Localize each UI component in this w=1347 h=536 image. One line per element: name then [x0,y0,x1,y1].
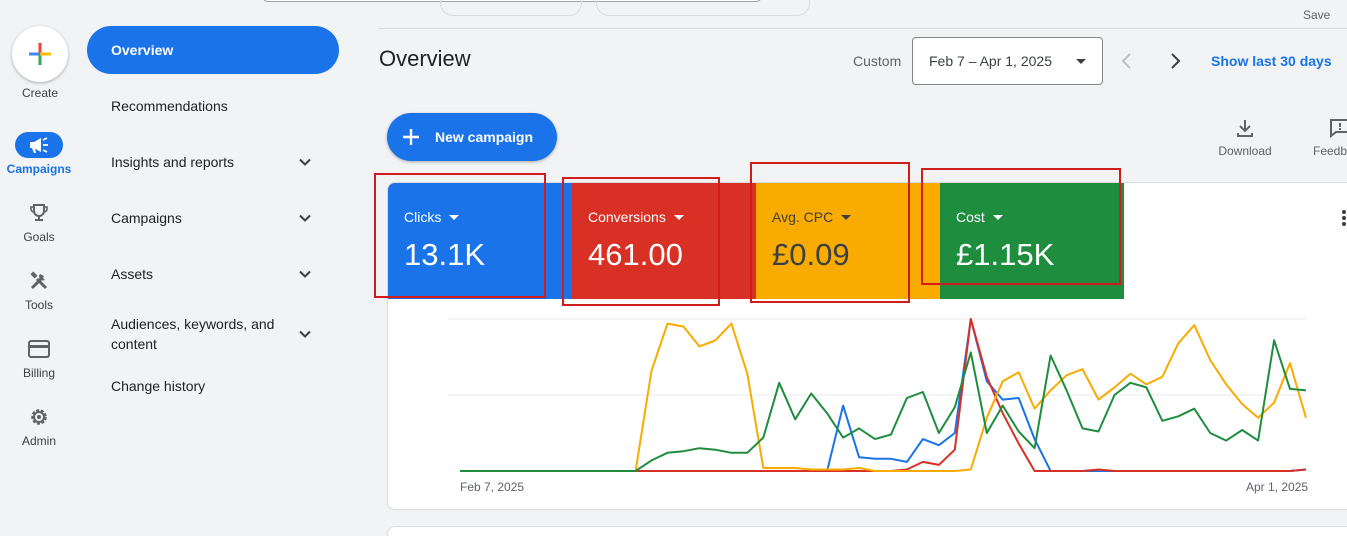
dropdown-arrow-icon [992,214,1003,220]
metric-value: 461.00 [588,237,683,272]
trophy-icon [15,200,63,226]
next-card [387,526,1347,536]
download-button[interactable]: Download [1213,118,1277,158]
rail-label: Campaigns [6,162,72,176]
filter-chip[interactable] [596,0,810,16]
series-line-2 [460,322,1307,472]
nav-item-overview[interactable]: Overview [87,26,339,74]
nav-item-label: Insights and reports [111,154,234,170]
x-axis-end-label: Apr 1, 2025 [1246,480,1309,494]
feedback-icon [1330,119,1347,138]
metric-value: 13.1K [404,237,486,272]
rail-item-goals[interactable]: Goals [0,200,78,244]
create-label: Create [21,86,59,100]
nav-item-insights-and-reports[interactable]: Insights and reports [87,138,339,186]
nav-item-label: Campaigns [111,210,182,226]
metric-value: £1.15K [956,237,1055,272]
feedback-button[interactable]: Feedb [1313,118,1347,158]
divider [379,28,1347,29]
nav-item-change-history[interactable]: Change history [87,362,339,410]
highlight-box [374,173,546,298]
metric-label[interactable]: Cost [956,209,1003,225]
download-icon [1237,120,1253,137]
x-axis-start-label: Feb 7, 2025 [460,480,525,494]
metric-label-text: Conversions [588,209,666,225]
tools-icon [15,268,63,294]
new-campaign-button[interactable]: New campaign [387,113,557,161]
highlight-box [750,162,910,303]
side-nav: Overview Recommendations Insights and re… [87,26,339,418]
rail-item-billing[interactable]: Billing [0,336,78,380]
metric-label-text: Clicks [404,209,442,225]
metric-tile-conversions[interactable]: Conversions 461.00 [572,183,756,299]
gear-icon [15,404,63,430]
chevron-down-icon [299,330,311,338]
metric-label-text: Avg. CPC [772,209,834,225]
page-title: Overview [379,46,471,71]
create-button[interactable] [12,26,68,82]
performance-chart [448,318,1307,472]
rail-label: Admin [21,434,56,448]
metric-label[interactable]: Avg. CPC [772,209,852,225]
metric-tile-clicks[interactable]: Clicks 13.1K [388,183,572,299]
megaphone-icon [15,132,63,158]
credit-card-icon [15,336,63,362]
plus-icon [403,129,419,145]
nav-item-label: Audiences, keywords, and content [111,316,275,352]
dropdown-arrow-icon [673,214,684,220]
rail-item-campaigns[interactable]: Campaigns [0,132,78,176]
nav-item-label: Assets [111,266,154,282]
metric-tile-cost[interactable]: Cost £1.15K [940,183,1124,299]
navigation-rail: Create Campaigns Goals Tools Billing Adm… [0,0,80,536]
nav-item-audiences-keywords-content[interactable]: Audiences, keywords, and content [87,306,339,362]
rail-item-admin[interactable]: Admin [0,404,78,448]
new-campaign-label: New campaign [435,129,534,145]
nav-item-campaigns[interactable]: Campaigns [87,194,339,242]
show-last-30-days-link[interactable]: Show last 30 days [1211,53,1332,69]
nav-item-recommendations[interactable]: Recommendations [87,82,339,130]
nav-item-label: Recommendations [111,98,228,114]
nav-item-label: Change history [111,378,206,394]
performance-card: Clicks 13.1K Conversions 461.00 Avg. CPC… [387,182,1347,510]
metric-label-text: Cost [956,209,985,225]
save-button[interactable]: Save [1303,8,1331,22]
nav-item-label: Overview [111,42,174,58]
rail-label: Goals [23,230,55,244]
top-bar: Save [0,0,1347,28]
range-type-label: Custom [853,53,902,69]
metric-value: £0.09 [772,237,850,272]
download-label: Download [1218,144,1272,158]
dropdown-arrow-icon [449,214,460,220]
chevron-down-icon [299,158,311,166]
metric-label[interactable]: Clicks [404,209,460,225]
dropdown-arrow-icon [1076,59,1086,64]
rail-label: Tools [24,298,53,312]
dropdown-arrow-icon [841,214,852,220]
chevron-right-icon[interactable] [1165,51,1185,71]
metric-label[interactable]: Conversions [588,209,684,225]
more-options-icon[interactable] [1341,208,1347,228]
chevron-down-icon [299,270,311,278]
filter-chip[interactable] [440,0,582,16]
date-range-value: Feb 7 – Apr 1, 2025 [929,53,1052,69]
chevron-down-icon [299,214,311,222]
feedback-label: Feedb [1313,144,1347,158]
nav-item-assets[interactable]: Assets [87,250,339,298]
plus-icon [29,43,51,65]
series-line-3 [460,339,1307,472]
date-range-select[interactable]: Feb 7 – Apr 1, 2025 [912,37,1103,85]
highlight-box [921,168,1121,285]
chevron-left-icon[interactable] [1117,51,1137,71]
rail-label: Billing [22,366,55,380]
highlight-box [562,177,720,306]
rail-item-tools[interactable]: Tools [0,268,78,312]
